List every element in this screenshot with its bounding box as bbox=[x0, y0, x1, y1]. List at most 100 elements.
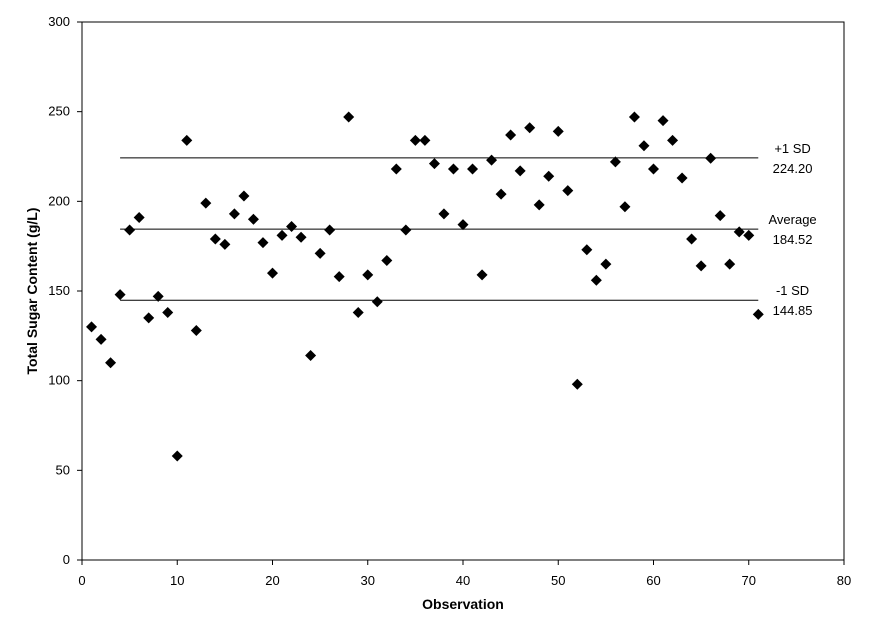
data-point bbox=[247, 213, 259, 225]
data-point bbox=[467, 163, 479, 175]
data-point bbox=[619, 201, 631, 213]
data-point bbox=[524, 122, 536, 134]
data-point bbox=[381, 255, 393, 267]
data-point bbox=[590, 274, 602, 286]
data-point bbox=[409, 134, 421, 146]
data-point bbox=[362, 269, 374, 281]
data-point bbox=[105, 357, 117, 369]
reference-line-label: +1 SD bbox=[774, 141, 811, 156]
x-tick-label: 10 bbox=[170, 573, 184, 588]
data-point bbox=[181, 134, 193, 146]
data-point bbox=[95, 333, 107, 345]
data-point bbox=[333, 271, 345, 283]
data-point bbox=[371, 296, 383, 308]
x-tick-label: 50 bbox=[551, 573, 565, 588]
y-axis: 0 50 100 150 200 250 300 bbox=[48, 14, 82, 567]
x-tick-label: 40 bbox=[456, 573, 470, 588]
data-point bbox=[648, 163, 659, 175]
data-point bbox=[428, 158, 440, 170]
data-point bbox=[733, 226, 745, 238]
data-point bbox=[686, 233, 698, 245]
y-tick-label: 300 bbox=[48, 14, 70, 29]
reference-line-value: 224.20 bbox=[773, 161, 813, 176]
data-point bbox=[267, 267, 278, 279]
data-point bbox=[152, 290, 164, 302]
data-point bbox=[543, 170, 555, 182]
data-point bbox=[486, 154, 498, 166]
data-point bbox=[676, 172, 688, 184]
data-point bbox=[228, 208, 240, 220]
data-point bbox=[705, 152, 717, 164]
reference-line-value: 184.52 bbox=[773, 232, 813, 247]
x-tick-label: 70 bbox=[742, 573, 756, 588]
x-axis: 0 10 20 30 40 50 60 70 80 bbox=[78, 560, 851, 588]
data-point bbox=[667, 134, 679, 146]
data-point bbox=[86, 321, 98, 333]
data-point bbox=[295, 231, 307, 243]
data-point bbox=[200, 197, 212, 209]
y-axis-title: Total Sugar Content (g/L) bbox=[24, 208, 40, 375]
data-point bbox=[352, 307, 364, 319]
data-point bbox=[552, 125, 564, 137]
y-tick-label: 0 bbox=[63, 552, 70, 567]
reference-line-label: Average bbox=[768, 212, 816, 227]
data-point bbox=[314, 247, 326, 259]
data-point bbox=[238, 190, 250, 202]
data-point bbox=[695, 260, 707, 272]
data-point bbox=[600, 258, 612, 270]
reference-lines: +1 SD 224.20 Average 184.52 -1 SD 144.85 bbox=[120, 141, 817, 318]
data-point bbox=[562, 185, 574, 197]
data-point bbox=[171, 450, 183, 462]
data-point bbox=[743, 229, 755, 241]
data-point bbox=[457, 219, 469, 231]
data-point bbox=[219, 238, 231, 250]
data-point bbox=[505, 129, 517, 141]
data-point bbox=[438, 208, 450, 220]
data-point bbox=[190, 324, 202, 336]
data-point bbox=[143, 312, 155, 324]
data-point bbox=[276, 229, 288, 241]
data-point bbox=[571, 378, 583, 390]
data-point bbox=[209, 233, 221, 245]
x-axis-title: Observation bbox=[422, 596, 504, 612]
data-point bbox=[286, 220, 298, 232]
data-point bbox=[628, 111, 640, 123]
y-tick-label: 150 bbox=[48, 283, 70, 298]
data-point bbox=[324, 224, 336, 236]
data-point bbox=[390, 163, 402, 175]
data-point bbox=[400, 224, 412, 236]
y-tick-label: 200 bbox=[48, 193, 70, 208]
data-point bbox=[257, 237, 269, 249]
data-point bbox=[581, 244, 593, 256]
data-point bbox=[533, 199, 545, 211]
data-point bbox=[657, 115, 669, 127]
x-tick-label: 60 bbox=[646, 573, 660, 588]
reference-line-label: -1 SD bbox=[776, 283, 809, 298]
y-tick-label: 50 bbox=[56, 462, 70, 477]
data-point bbox=[609, 156, 621, 168]
data-point bbox=[724, 258, 736, 270]
data-point bbox=[476, 269, 488, 281]
y-tick-label: 100 bbox=[48, 373, 70, 388]
x-tick-label: 80 bbox=[837, 573, 851, 588]
data-point bbox=[514, 165, 526, 177]
data-point bbox=[714, 210, 726, 222]
data-point bbox=[124, 224, 136, 236]
data-point bbox=[133, 211, 145, 223]
data-point bbox=[343, 111, 355, 123]
data-point bbox=[638, 140, 650, 152]
reference-line-value: 144.85 bbox=[773, 303, 813, 318]
y-tick-label: 250 bbox=[48, 104, 70, 119]
data-point bbox=[305, 350, 317, 362]
data-point bbox=[752, 308, 764, 320]
data-point bbox=[114, 289, 126, 301]
plot-area bbox=[81, 21, 845, 561]
x-tick-label: 0 bbox=[78, 573, 85, 588]
data-point bbox=[162, 307, 174, 319]
data-points bbox=[86, 111, 764, 462]
data-point bbox=[495, 188, 507, 200]
x-tick-label: 20 bbox=[265, 573, 279, 588]
x-tick-label: 30 bbox=[361, 573, 375, 588]
data-point bbox=[419, 134, 431, 146]
